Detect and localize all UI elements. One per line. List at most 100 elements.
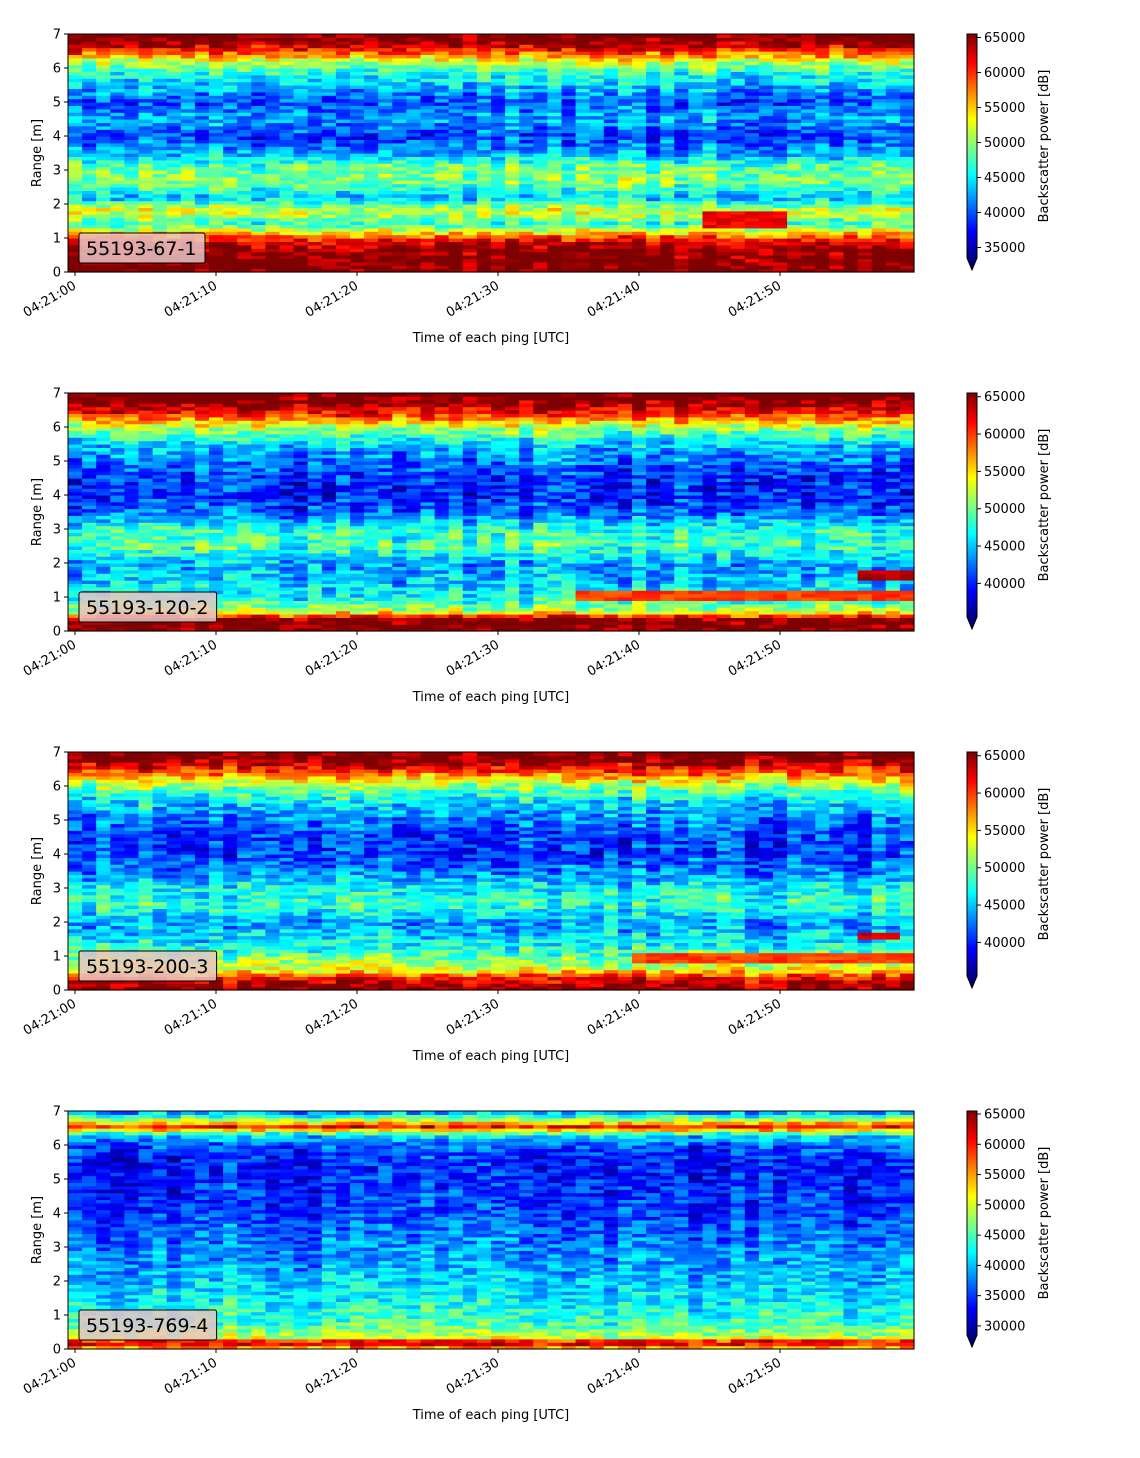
heatmap-cell xyxy=(280,252,295,256)
heatmap-cell xyxy=(124,410,139,414)
heatmap-cell xyxy=(124,143,139,147)
heatmap-cell xyxy=(674,177,689,181)
heatmap-cell xyxy=(167,495,182,499)
heatmap-cell xyxy=(477,177,492,181)
heatmap-cell xyxy=(237,133,252,137)
heatmap-cell xyxy=(406,194,421,198)
heatmap-cell xyxy=(139,160,154,164)
heatmap-cell xyxy=(618,265,633,269)
heatmap-cell xyxy=(773,143,788,147)
heatmap-cell xyxy=(294,265,309,269)
heatmap-cell xyxy=(604,235,619,239)
heatmap-cell xyxy=(110,427,125,431)
heatmap-cell xyxy=(491,34,506,38)
heatmap-cell xyxy=(82,177,97,181)
heatmap-cell xyxy=(533,136,548,140)
heatmap-cell xyxy=(181,427,196,431)
heatmap-cell xyxy=(435,177,450,181)
heatmap-cell xyxy=(139,505,154,509)
heatmap-cell xyxy=(660,133,675,137)
heatmap-cell xyxy=(815,133,830,137)
heatmap-cell xyxy=(392,235,407,239)
heatmap-cell xyxy=(674,201,689,205)
heatmap-cell xyxy=(322,228,337,232)
heatmap-cell xyxy=(703,167,718,171)
heatmap-cell xyxy=(110,509,125,513)
heatmap-cell xyxy=(82,194,97,198)
heatmap-cell xyxy=(547,184,562,188)
heatmap-cell xyxy=(280,265,295,269)
heatmap-cell xyxy=(364,160,379,164)
heatmap-cell xyxy=(519,150,534,154)
heatmap-cell xyxy=(421,150,436,154)
heatmap-cell xyxy=(477,143,492,147)
heatmap-cell xyxy=(449,184,464,188)
heatmap-cell xyxy=(547,265,562,269)
heatmap-cell xyxy=(618,218,633,222)
heatmap-cell xyxy=(167,167,182,171)
heatmap-cell xyxy=(265,34,280,38)
heatmap-cell xyxy=(674,194,689,198)
heatmap-cell xyxy=(773,133,788,137)
heatmap-cell xyxy=(124,454,139,458)
heatmap-cell xyxy=(181,136,196,140)
heatmap-cell xyxy=(378,265,393,269)
heatmap-cell xyxy=(96,424,111,428)
heatmap-cell xyxy=(858,177,873,181)
heatmap-cell xyxy=(815,143,830,147)
heatmap-cell xyxy=(406,160,421,164)
heatmap-cell xyxy=(491,211,506,215)
heatmap-cell xyxy=(604,211,619,215)
heatmap-cell xyxy=(519,167,534,171)
heatmap-cell xyxy=(562,228,577,232)
heatmap-cell xyxy=(886,136,901,140)
heatmap-cell xyxy=(153,441,168,445)
heatmap-cell xyxy=(364,167,379,171)
heatmap-cell xyxy=(703,252,718,256)
heatmap-cell xyxy=(829,211,844,215)
heatmap-cell xyxy=(82,34,97,38)
heatmap-cell xyxy=(815,177,830,181)
heatmap-cell xyxy=(477,184,492,188)
heatmap-cell xyxy=(308,133,323,137)
heatmap-cell xyxy=(110,218,125,222)
heatmap-cell xyxy=(139,420,154,424)
heatmap-cell xyxy=(82,218,97,222)
heatmap-cell xyxy=(519,245,534,249)
heatmap-cell xyxy=(392,150,407,154)
heatmap-cell xyxy=(801,34,816,38)
y-tick-label: 3 xyxy=(53,164,61,179)
heatmap-cell xyxy=(562,218,577,222)
heatmap-cell xyxy=(294,245,309,249)
heatmap-cell xyxy=(547,201,562,205)
heatmap-cell xyxy=(181,420,196,424)
heatmap-cell xyxy=(96,265,111,269)
heatmap-cell xyxy=(533,228,548,232)
heatmap-cell xyxy=(251,150,266,154)
heatmap-cell xyxy=(350,34,365,38)
heatmap-cell xyxy=(604,252,619,256)
heatmap-cell xyxy=(139,265,154,269)
heatmap-cell xyxy=(886,235,901,239)
heatmap-cell xyxy=(110,184,125,188)
heatmap-cell xyxy=(562,211,577,215)
heatmap-cell xyxy=(280,136,295,140)
heatmap-cell xyxy=(209,201,224,205)
heatmap-cell xyxy=(378,201,393,205)
heatmap-cell xyxy=(167,437,182,441)
heatmap-cell xyxy=(844,143,859,147)
heatmap-cell xyxy=(280,34,295,38)
heatmap-cell xyxy=(153,136,168,140)
heatmap-cell xyxy=(844,228,859,232)
heatmap-cell xyxy=(110,444,125,448)
heatmap-cell xyxy=(167,265,182,269)
heatmap-cell xyxy=(82,424,97,428)
colorbar-tick-label: 55000 xyxy=(984,101,1025,116)
heatmap-cell xyxy=(378,218,393,222)
heatmap-cell xyxy=(153,505,168,509)
heatmap-cell xyxy=(96,218,111,222)
heatmap-cell xyxy=(533,245,548,249)
heatmap-cell xyxy=(364,211,379,215)
heatmap-cell xyxy=(815,167,830,171)
heatmap-cell xyxy=(801,265,816,269)
